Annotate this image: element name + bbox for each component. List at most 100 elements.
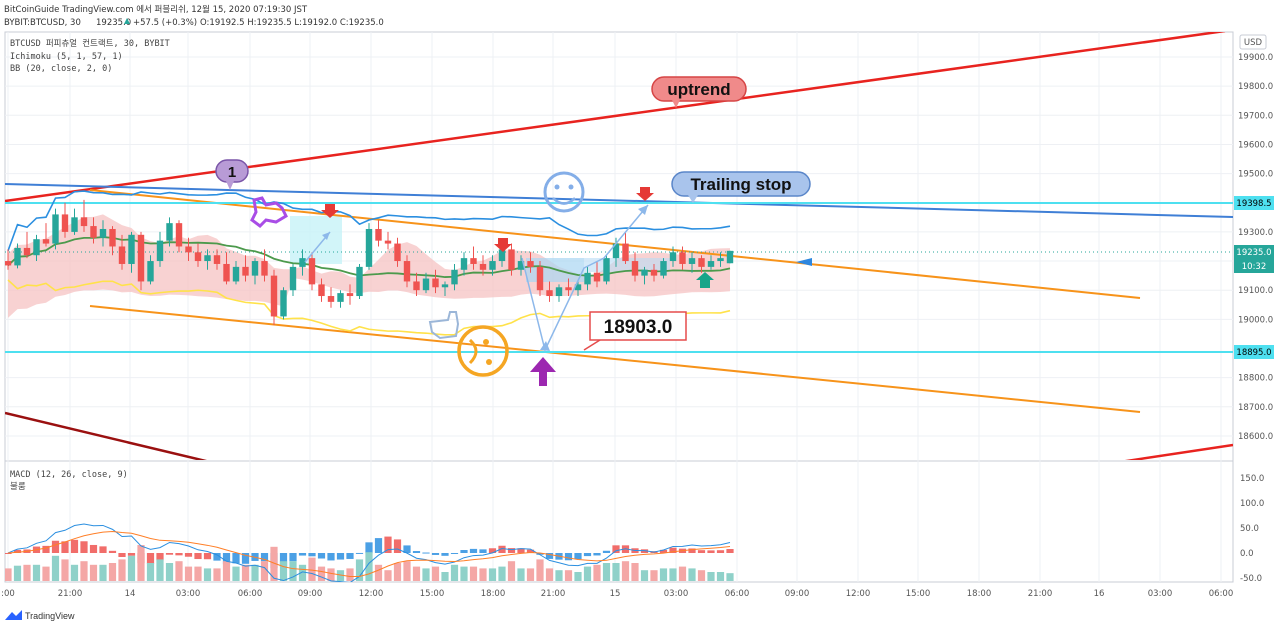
- publish-line: BitCoinGuide TradingView.com 에서 퍼블리쉬, 12…: [4, 4, 308, 15]
- macd-histogram-bar: [564, 553, 573, 561]
- macd-tick-label: 100.0: [1240, 499, 1264, 509]
- price-callout-text: 18903.0: [604, 317, 673, 338]
- macd-histogram-bar: [146, 553, 155, 564]
- trailing-stop-label-tail: [688, 195, 698, 203]
- macd-histogram-bar: [707, 550, 715, 553]
- candle-body: [641, 269, 648, 276]
- volume-bar: [108, 563, 117, 581]
- volume-bar: [175, 561, 183, 581]
- price-tick-label: 19800.0: [1238, 82, 1273, 92]
- time-axis[interactable]: :00 21:00 14 03:00 06:00 09:00 12:00 15:00 18:00…: [1, 589, 1233, 599]
- macd-histogram-bar: [327, 553, 335, 561]
- ohlc-line: BYBIT:BTCUSD, 30 19235.0 +57.5 (+0.3%) O…: [4, 18, 384, 28]
- candle-body: [603, 258, 610, 282]
- macd-histogram-bar: [726, 549, 734, 553]
- projection-arrowhead-3: [540, 341, 550, 351]
- marker-one-tail: [226, 181, 234, 190]
- candle-body: [175, 223, 183, 247]
- volume-bar: [431, 566, 440, 581]
- macd-histogram-bar: [431, 553, 440, 555]
- candle-body: [650, 269, 658, 276]
- volume-bar: [697, 570, 706, 581]
- macd-lines: [7, 523, 731, 582]
- currency-badge[interactable]: [1239, 34, 1267, 50]
- macd-histogram-bar: [222, 553, 231, 565]
- volume-bar: [23, 564, 31, 581]
- candle-body: [251, 261, 259, 276]
- macd-histogram-bar: [374, 538, 383, 553]
- candle-body: [726, 250, 734, 264]
- happy-face-eye: [568, 184, 574, 190]
- time-tick-label: 15: [610, 589, 621, 599]
- sad-face-icon: [457, 325, 509, 377]
- macd-histogram-bar: [422, 552, 430, 554]
- volume-bar: [422, 568, 430, 581]
- price-marker-arrow: [796, 258, 812, 266]
- price-callout-box: [589, 311, 687, 341]
- candle-body: [194, 252, 202, 262]
- pointing-down-hand-icon: [428, 311, 460, 340]
- volume-bar: [5, 568, 12, 581]
- volume-bar: [260, 561, 269, 581]
- volume-bar: [650, 570, 658, 581]
- macd-histogram-bar: [688, 548, 696, 553]
- macd-histogram-bar: [42, 545, 50, 553]
- price-tick-label: 19700.0: [1238, 111, 1273, 121]
- volume-bar: [602, 563, 611, 581]
- price-change-value: +57.5 (+0.3%): [133, 18, 197, 28]
- candle-body: [612, 243, 620, 259]
- candle-body: [707, 261, 715, 267]
- price-tick-label: 19000.0: [1238, 315, 1273, 325]
- candle-body: [384, 240, 392, 244]
- macd-histogram-bar: [127, 553, 136, 556]
- time-tick-label: 03:00: [1148, 589, 1173, 599]
- candle-body: [270, 275, 278, 317]
- marker-one-label: 1: [215, 159, 249, 190]
- legend-symbol[interactable]: BTCUSD 퍼피츄얼 컨트랙트, 30, BYBIT: [10, 38, 170, 49]
- time-tick-label: :00: [1, 589, 15, 599]
- volume-bar: [374, 564, 383, 581]
- candle-body: [23, 247, 31, 256]
- legend-macd[interactable]: MACD (12, 26, close, 9): [10, 470, 128, 480]
- last-price-badge-text: 19235.0: [1236, 248, 1271, 258]
- volume-bar: [203, 568, 212, 581]
- tradingview-logo[interactable]: TradingView: [5, 610, 75, 621]
- macd-histogram-bar: [108, 550, 117, 553]
- volume-bar: [127, 555, 136, 581]
- volume-bar: [545, 568, 554, 581]
- volume-bar: [355, 559, 364, 581]
- volume-bar: [184, 566, 193, 581]
- price-tick-label: 19600.0: [1238, 140, 1273, 150]
- macd-histogram-bar: [355, 552, 364, 554]
- legend-bb[interactable]: BB (20, close, 2, 0): [10, 64, 112, 74]
- legend-ichimoku[interactable]: Ichimoku (5, 1, 57, 1): [10, 52, 123, 62]
- trailing-stop-label-bg: [671, 171, 811, 197]
- uptrend-line: [5, 32, 1226, 203]
- macd-histogram-bar: [450, 553, 459, 554]
- candle-body: [479, 263, 487, 270]
- macd-histogram-bar: [80, 541, 88, 553]
- happy-face-eye: [554, 184, 560, 190]
- trendlines: [5, 32, 1233, 460]
- symbol-label: BYBIT:BTCUSD, 30: [4, 18, 81, 28]
- macd-tick-label: 150.0: [1240, 474, 1264, 484]
- candle-body: [527, 261, 534, 267]
- candle-body: [432, 278, 439, 288]
- chart-frame: [4, 31, 1234, 583]
- candle-body: [555, 287, 563, 297]
- happy-face-icon: [543, 171, 585, 213]
- volume-bar: [146, 563, 155, 581]
- trailing-stop-line: [5, 183, 1233, 218]
- volume-bar: [726, 573, 734, 581]
- time-tick-label: 21:00: [541, 589, 566, 599]
- candle-body: [109, 228, 116, 247]
- macd-histogram-bar: [365, 542, 373, 553]
- macd-histogram-bar: [203, 553, 212, 560]
- macd-histogram-bar: [612, 545, 620, 553]
- price-callout-pointer: [583, 339, 601, 351]
- volume-bar: [488, 568, 497, 581]
- candle-body: [698, 258, 705, 267]
- price-axis[interactable]: USD 19900.0 19800.0 19700.0 19600.0 19500.0 1…: [1238, 34, 1273, 442]
- volume-bar: [270, 546, 278, 581]
- macd-histogram-bar: [574, 553, 582, 560]
